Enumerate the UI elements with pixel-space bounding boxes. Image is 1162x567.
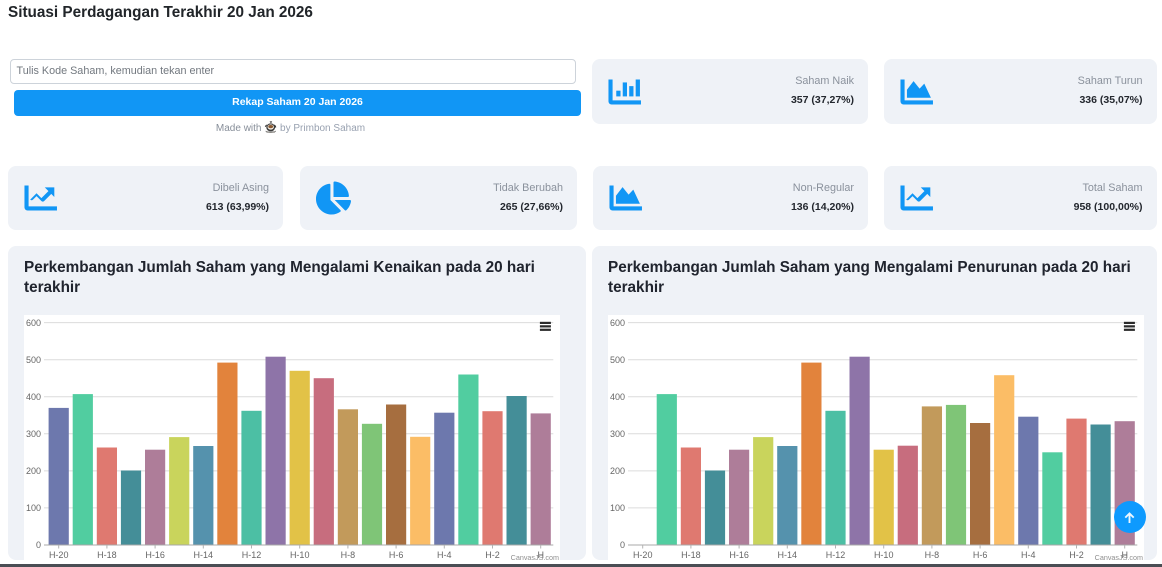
svg-text:H-20: H-20 (633, 550, 653, 560)
svg-text:H-12: H-12 (242, 550, 262, 560)
svg-text:H-10: H-10 (290, 550, 310, 560)
svg-text:H-20: H-20 (49, 550, 69, 560)
svg-text:H-6: H-6 (973, 550, 988, 560)
svg-text:H: H (537, 550, 544, 560)
svg-text:H-14: H-14 (194, 550, 214, 560)
svg-text:300: 300 (610, 429, 625, 439)
svg-text:200: 200 (26, 466, 41, 476)
svg-text:H-10: H-10 (874, 550, 894, 560)
svg-text:600: 600 (610, 318, 625, 328)
svg-text:H: H (1121, 550, 1128, 560)
svg-text:CanvasJS.com: CanvasJS.com (511, 553, 559, 562)
svg-text:H-18: H-18 (681, 550, 701, 560)
svg-text:H-12: H-12 (826, 550, 846, 560)
svg-text:H-8: H-8 (924, 550, 939, 560)
svg-text:H-6: H-6 (389, 550, 404, 560)
svg-text:500: 500 (610, 355, 625, 365)
svg-text:H-16: H-16 (145, 550, 165, 560)
svg-text:400: 400 (610, 392, 625, 402)
svg-text:H-16: H-16 (729, 550, 749, 560)
svg-text:0: 0 (620, 540, 625, 550)
svg-text:0: 0 (36, 540, 41, 550)
svg-text:400: 400 (26, 392, 41, 402)
svg-text:300: 300 (26, 429, 41, 439)
svg-text:H-4: H-4 (1021, 550, 1036, 560)
svg-text:H-2: H-2 (485, 550, 500, 560)
svg-text:H-14: H-14 (777, 550, 797, 560)
svg-text:200: 200 (610, 466, 625, 476)
svg-text:H-4: H-4 (437, 550, 452, 560)
svg-text:H-8: H-8 (341, 550, 356, 560)
svg-text:100: 100 (610, 503, 625, 513)
svg-text:500: 500 (26, 355, 41, 365)
svg-text:H-18: H-18 (97, 550, 117, 560)
svg-text:100: 100 (26, 503, 41, 513)
svg-text:CanvasJS.com: CanvasJS.com (1094, 553, 1142, 562)
svg-text:600: 600 (26, 318, 41, 328)
svg-text:H-2: H-2 (1069, 550, 1084, 560)
